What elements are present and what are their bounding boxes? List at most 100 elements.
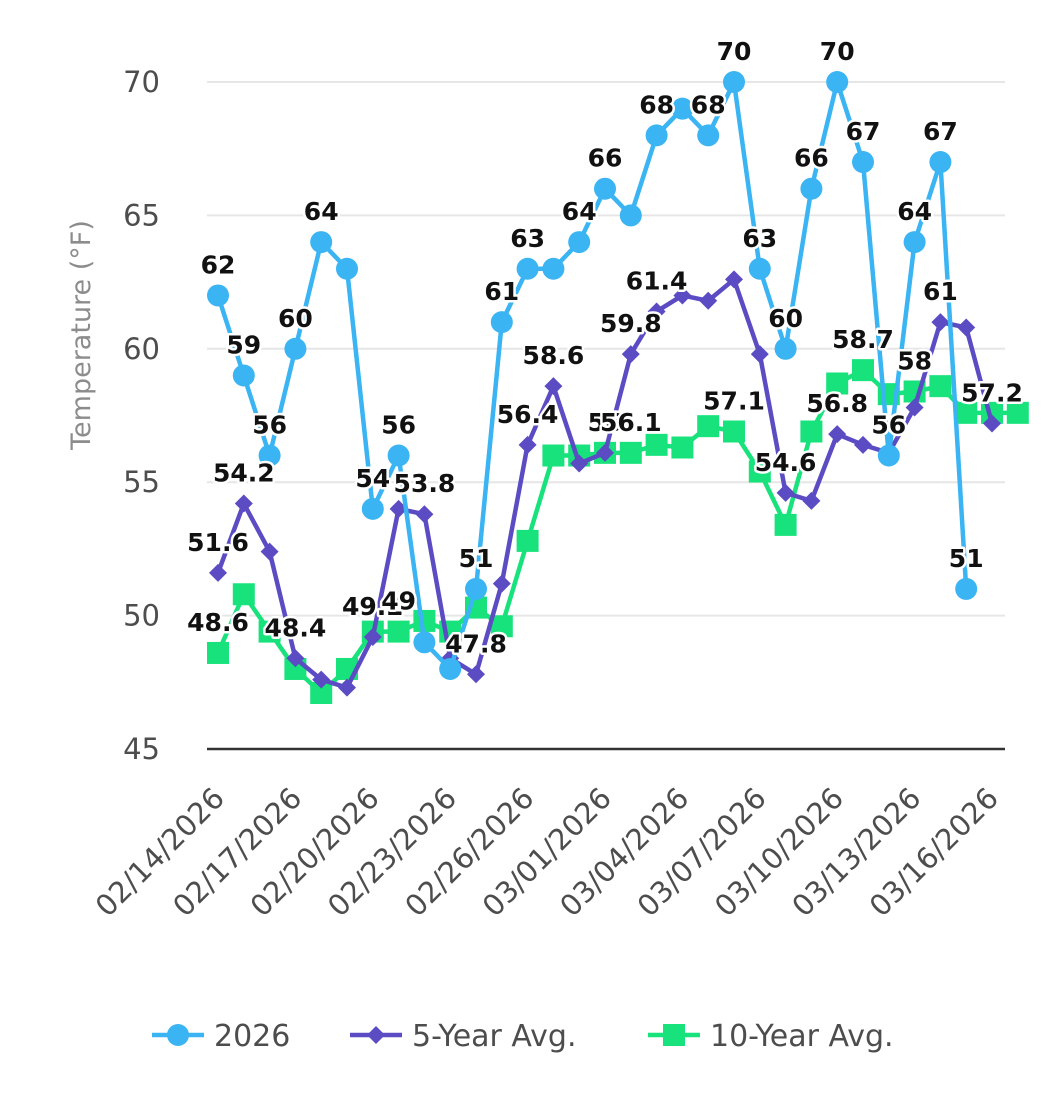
data-point bbox=[647, 302, 666, 321]
legend-label: 10-Year Avg. bbox=[710, 1019, 894, 1054]
data-label: 54 bbox=[355, 464, 390, 493]
y-tick-label: 50 bbox=[123, 599, 160, 633]
data-label: 70 bbox=[820, 37, 855, 66]
data-point bbox=[387, 444, 410, 467]
data-point bbox=[310, 231, 333, 254]
y-axis-ticks: 45 50 55 60 65 70 bbox=[123, 65, 160, 766]
data-label: 61.4 bbox=[626, 266, 688, 295]
data-point bbox=[903, 231, 926, 254]
data-label: 56.8 bbox=[806, 389, 868, 418]
data-label: 54.2 bbox=[213, 459, 275, 488]
data-point bbox=[774, 337, 797, 360]
data-point bbox=[826, 372, 849, 395]
legend-circle-icon bbox=[167, 1024, 189, 1046]
legend-item[interactable]: 10-Year Avg. bbox=[648, 1019, 894, 1054]
data-label: 63 bbox=[510, 224, 545, 253]
data-point bbox=[645, 124, 668, 147]
data-label: 64 bbox=[304, 197, 339, 226]
data-point bbox=[260, 542, 279, 561]
data-point bbox=[852, 151, 874, 174]
data-point bbox=[725, 270, 743, 289]
data-point bbox=[338, 678, 356, 697]
data-label: 58.6 bbox=[523, 341, 585, 370]
data-label: 67 bbox=[846, 117, 881, 146]
data-point bbox=[852, 359, 874, 382]
data-label: 56.4 bbox=[497, 400, 559, 429]
data-label: 61 bbox=[484, 277, 519, 306]
data-label: 51 bbox=[459, 544, 494, 573]
data-point bbox=[1006, 401, 1029, 424]
data-point bbox=[387, 620, 410, 643]
data-point bbox=[465, 577, 487, 600]
data-point bbox=[723, 420, 745, 443]
data-point bbox=[594, 177, 616, 200]
data-label: 57.2 bbox=[961, 379, 1023, 408]
data-point bbox=[828, 425, 847, 444]
data-label: 56.1 bbox=[600, 408, 662, 437]
data-point bbox=[826, 71, 849, 93]
legend-label: 5-Year Avg. bbox=[412, 1019, 577, 1054]
legend-item[interactable]: 2026 bbox=[152, 1019, 290, 1054]
data-label: 51.6 bbox=[187, 528, 249, 557]
data-point bbox=[929, 375, 952, 398]
data-point bbox=[800, 420, 823, 443]
y-tick-label: 55 bbox=[123, 465, 160, 499]
legend[interactable]: 2026 5-Year Avg. 10-Year Avg. bbox=[152, 1019, 894, 1054]
data-label: 68 bbox=[691, 90, 726, 119]
data-point bbox=[336, 257, 358, 280]
data-point bbox=[750, 345, 769, 364]
data-point bbox=[516, 529, 539, 552]
data-label: 49.2 bbox=[342, 592, 404, 621]
series-layer bbox=[207, 71, 1029, 704]
data-point bbox=[929, 151, 952, 174]
data-point bbox=[232, 583, 255, 606]
data-point bbox=[518, 435, 537, 454]
data-point bbox=[544, 377, 563, 396]
data-label: 70 bbox=[717, 37, 752, 66]
legend-square-icon bbox=[663, 1024, 685, 1046]
data-point bbox=[955, 401, 978, 424]
data-label: 56 bbox=[381, 411, 416, 440]
data-point bbox=[955, 577, 978, 600]
data-label: 66 bbox=[588, 144, 623, 173]
data-point bbox=[905, 398, 924, 417]
data-label: 63 bbox=[742, 224, 777, 253]
series-circle-0 bbox=[207, 71, 978, 680]
data-point bbox=[854, 435, 872, 454]
data-point bbox=[467, 665, 485, 684]
x-axis-ticks: 02/14/202602/17/202602/20/202602/23/2026… bbox=[89, 781, 1005, 923]
data-point bbox=[671, 436, 694, 459]
data-point bbox=[673, 286, 692, 305]
data-point bbox=[310, 681, 333, 704]
data-label: 59 bbox=[226, 330, 261, 359]
data-label: 62 bbox=[201, 250, 236, 279]
data-label: 51 bbox=[949, 544, 984, 573]
data-point bbox=[723, 71, 745, 93]
data-point bbox=[258, 620, 281, 643]
data-label: 47.8 bbox=[445, 629, 507, 658]
data-point bbox=[258, 444, 281, 467]
data-label: 58.7 bbox=[832, 325, 894, 354]
data-point bbox=[492, 574, 511, 593]
data-point bbox=[957, 318, 976, 337]
data-point bbox=[413, 631, 436, 654]
y-tick-label: 45 bbox=[123, 732, 160, 766]
data-label: 60 bbox=[768, 304, 803, 333]
data-labels: 62 59 56 60 64 54 56 51 61 63 64 66 68 68 70 63 60 66 70 67… bbox=[185, 35, 1026, 661]
data-point bbox=[931, 313, 950, 332]
data-point bbox=[542, 444, 565, 467]
data-point bbox=[542, 257, 565, 280]
y-tick-label: 60 bbox=[123, 332, 160, 366]
data-point bbox=[490, 311, 513, 334]
data-label: 57.1 bbox=[703, 387, 765, 416]
data-label: 67 bbox=[923, 117, 958, 146]
data-label: 58 bbox=[897, 346, 932, 375]
grid-lines bbox=[207, 81, 1005, 751]
data-label: 56 bbox=[588, 408, 623, 437]
data-label: 48.6 bbox=[187, 608, 249, 637]
legend-item[interactable]: 5-Year Avg. bbox=[350, 1019, 577, 1054]
data-point bbox=[361, 497, 384, 520]
data-point bbox=[286, 649, 305, 668]
data-label: 54.6 bbox=[755, 448, 817, 477]
